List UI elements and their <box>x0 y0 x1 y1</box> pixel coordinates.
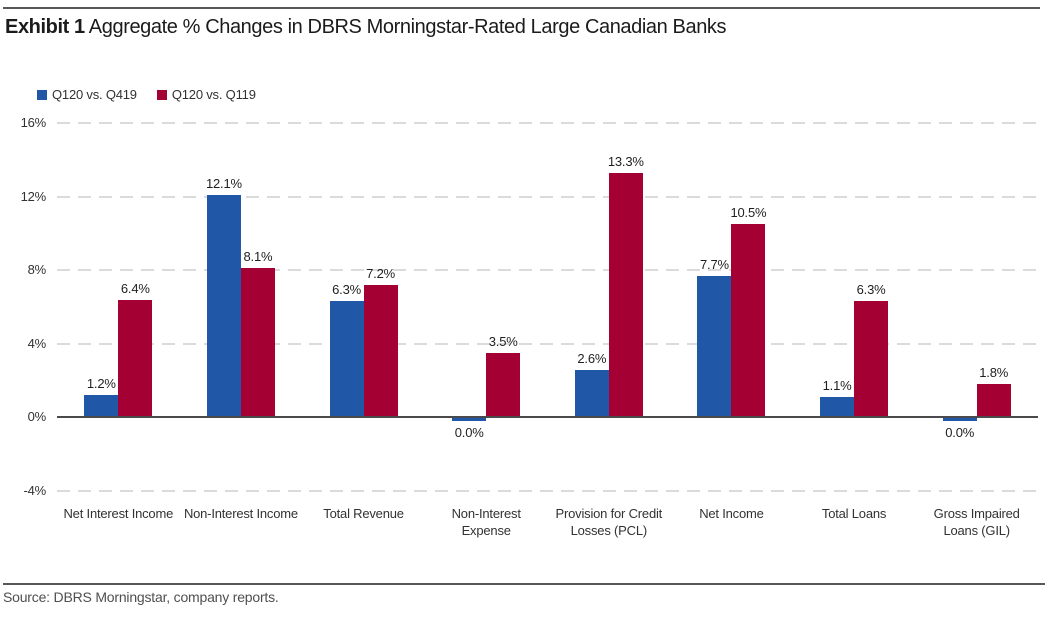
bar <box>84 395 119 418</box>
bar-value-label: 2.6% <box>577 350 607 366</box>
y-tick-label: 0% <box>27 409 47 425</box>
bar <box>206 194 241 418</box>
bar-value-label: 1.2% <box>86 376 116 392</box>
bar-value-label: 1.8% <box>979 365 1009 381</box>
legend-label: Q120 vs. Q119 <box>171 87 256 102</box>
source-note: Source: DBRS Morningstar, company report… <box>3 589 279 605</box>
gridline <box>57 490 1038 492</box>
x-category-label: Total Revenue <box>323 506 404 521</box>
bar-value-label: 6.3% <box>332 282 361 298</box>
bar <box>574 369 609 418</box>
legend-swatch-red <box>156 89 167 100</box>
x-category-label: Non-Interest Expense <box>451 506 521 538</box>
bar-value-label: 6.3% <box>856 282 886 298</box>
bar <box>820 397 855 418</box>
x-category-label: Net Income <box>699 506 764 521</box>
top-rule <box>3 7 1040 9</box>
bar-value-label: 7.2% <box>366 265 395 281</box>
page-title: Exhibit 1 Aggregate % Changes in DBRS Mo… <box>5 16 727 39</box>
bar <box>854 301 889 418</box>
bar <box>363 284 398 418</box>
bar <box>942 418 977 422</box>
bar <box>452 418 487 422</box>
bar-value-label: 8.1% <box>243 249 273 265</box>
bar-chart-plot-area: 1.2% 6.4% 12.1% 8.1% 6.3% 7.2% 0.0% 3.5% 2.6% 13.… <box>57 122 1038 492</box>
y-axis-labels: 16% 12% 8% 4% 0% -4% <box>0 115 47 498</box>
bar-value-label: 7.7% <box>700 256 729 272</box>
bottom-rule <box>3 583 1045 585</box>
y-tick-label: 16% <box>20 115 47 130</box>
title-text: Aggregate % Changes in DBRS Morningstar-… <box>84 16 727 38</box>
x-category-label: Net Interest Income <box>63 506 174 521</box>
x-category-label: Gross Impaired Loans (GIL) <box>933 506 1020 538</box>
bar-value-label: 13.3% <box>607 153 644 169</box>
bar <box>976 384 1011 418</box>
legend-item-q120-vs-q119: Q120 vs. Q119 <box>156 87 256 102</box>
bar-value-label: 12.1% <box>206 175 242 191</box>
bar <box>486 353 521 418</box>
bar <box>329 301 364 418</box>
x-category-label: Non-Interest Income <box>183 506 298 521</box>
bar <box>118 299 153 418</box>
bar <box>240 268 275 418</box>
y-tick-label: -4% <box>23 483 46 498</box>
zero-axis-line <box>57 416 1038 419</box>
y-tick-label: 4% <box>27 335 47 351</box>
bar-value-label: 0.0% <box>945 425 975 441</box>
exhibit-label: Exhibit 1 <box>5 16 85 38</box>
gridline <box>57 195 1038 198</box>
gridline <box>57 342 1038 345</box>
x-category-label: Provision for Credit Losses (PCL) <box>555 506 663 538</box>
bar-value-label: 0.0% <box>454 425 484 441</box>
bar <box>731 224 766 418</box>
legend-label: Q120 vs. Q419 <box>52 87 137 102</box>
chart-legend: Q120 vs. Q419 Q120 vs. Q119 <box>37 87 256 102</box>
x-category-label: Total Loans <box>821 506 887 521</box>
x-axis-labels: Net Interest Income Non-Interest Income To… <box>57 505 1038 561</box>
y-tick-label: 12% <box>20 188 47 204</box>
legend-item-q120-vs-q419: Q120 vs. Q419 <box>37 87 137 102</box>
bar-value-label: 10.5% <box>730 205 767 221</box>
bar-value-label: 6.4% <box>120 280 150 296</box>
bar-value-label: 1.1% <box>822 378 852 394</box>
bar <box>608 172 643 418</box>
legend-swatch-blue <box>37 89 47 100</box>
gridline <box>57 122 1038 124</box>
bar <box>697 275 732 418</box>
y-tick-label: 8% <box>27 262 47 278</box>
gridline <box>57 269 1038 272</box>
bar-value-label: 3.5% <box>488 334 518 349</box>
